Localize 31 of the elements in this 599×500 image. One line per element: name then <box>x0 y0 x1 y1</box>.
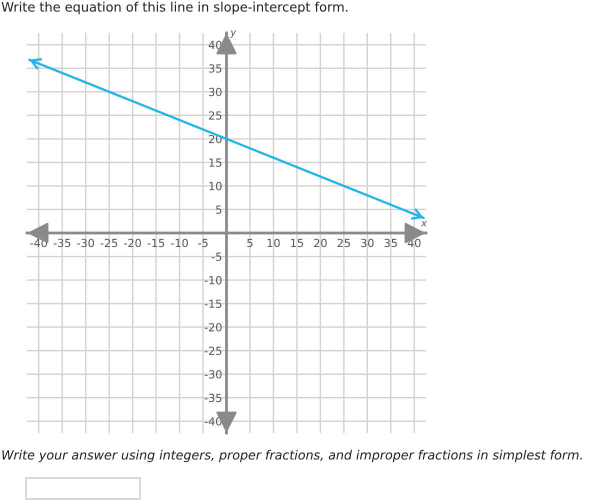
x-tick-label: 35 <box>384 238 397 248</box>
x-tick-label: 10 <box>268 238 280 248</box>
x-tick-label: -10 <box>171 238 188 248</box>
y-tick-label: -15 <box>204 300 222 308</box>
y-tick-label: -35 <box>204 394 222 402</box>
y-tick-label: 15 <box>209 158 222 167</box>
x-axis-title: x <box>420 221 427 226</box>
y-tick-label: -20 <box>204 323 222 332</box>
chart-title: Write the equation of this line in slope-intercept form. <box>2 2 348 14</box>
x-tick-label: -35 <box>54 238 70 248</box>
y-tick-label: -5 <box>212 252 222 261</box>
x-tick-label: 15 <box>291 238 304 248</box>
y-tick-label: 35 <box>209 64 222 73</box>
x-tick-label: -30 <box>77 238 94 248</box>
y-tick-label: 10 <box>209 182 222 190</box>
x-tick-label: -20 <box>124 238 141 248</box>
y-tick-label: -10 <box>204 276 222 284</box>
x-tick-label: 5 <box>247 238 253 248</box>
y-axis-title: y <box>230 30 236 38</box>
x-tick-label: 30 <box>361 238 374 248</box>
x-tick-label: -25 <box>100 238 118 248</box>
x-tick-label: -15 <box>148 238 164 248</box>
x-tick-label: 20 <box>314 238 327 248</box>
y-tick-label: 30 <box>209 88 222 96</box>
text: Write your answer using integers, proper fractions, and improper fractions in simplest form. <box>2 450 582 462</box>
y-tick-label: -25 <box>204 346 222 356</box>
x-tick-label: 25 <box>338 238 350 248</box>
y-tick-label: 25 <box>209 111 222 120</box>
y-tick-label: 5 <box>216 206 222 214</box>
x-tick-label: -5 <box>198 238 208 248</box>
y-tick-label: -30 <box>204 370 222 379</box>
